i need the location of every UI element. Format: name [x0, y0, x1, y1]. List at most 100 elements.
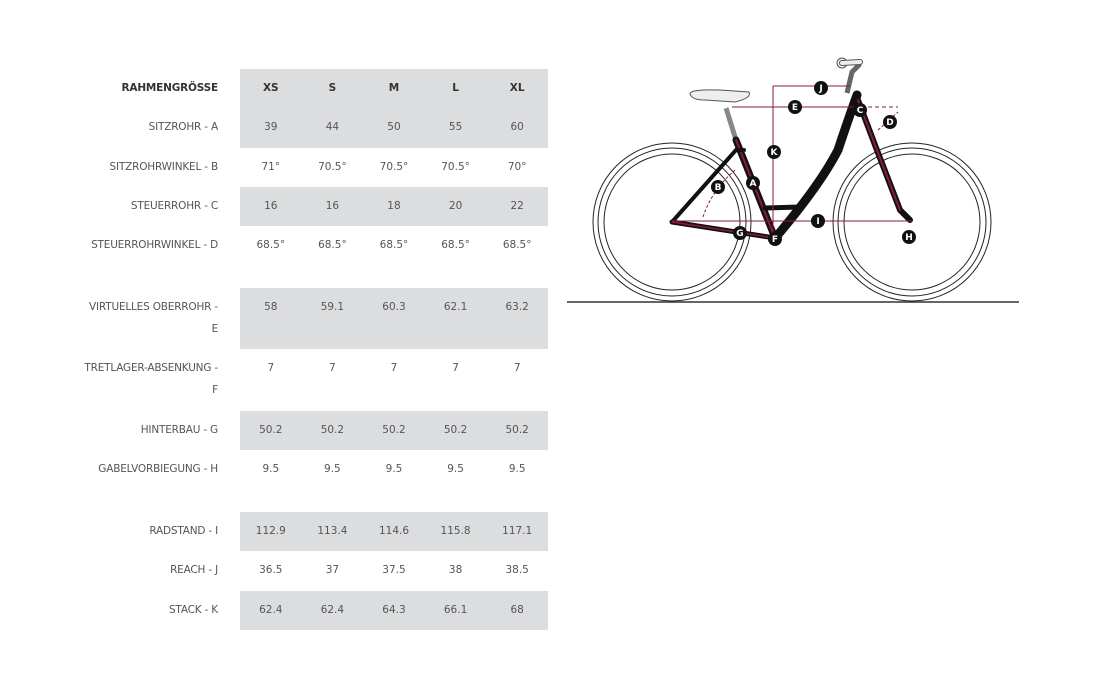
table-row: HINTERBAU - G 50.2 50.2 50.2 50.2 50.2: [80, 411, 548, 450]
row-label: RADSTAND - I: [149, 525, 218, 537]
row-label: HINTERBAU - G: [140, 424, 218, 436]
svg-text:G: G: [736, 229, 743, 239]
row-value: 68.5°: [318, 239, 347, 251]
row-value: 64.3: [382, 604, 406, 616]
row-value: 9.5: [508, 463, 526, 475]
header-label: RAHMENGRÖSSE: [121, 82, 219, 94]
size-header: S: [328, 82, 337, 94]
front-wheel: [832, 142, 992, 302]
row-value: 7: [390, 362, 398, 374]
row-value: 70°: [507, 161, 527, 173]
marker-b: B: [711, 180, 725, 194]
row-value: 20: [448, 200, 463, 212]
row-value: 68.5°: [441, 239, 470, 251]
marker-j: J: [814, 81, 828, 95]
row-value: 59.1: [320, 301, 345, 313]
stem: [844, 62, 862, 94]
table-row: VIRTUELLES OBERROHR - E 58 59.1 60.3 62.1 63.…: [80, 288, 548, 349]
geometry-table: RAHMENGRÖSSE XS S M L XL SITZROHR - A 39 4…: [80, 69, 548, 630]
row-value: 7: [513, 362, 521, 374]
row-value: 112.9: [255, 525, 286, 537]
row-value: 9.5: [262, 463, 280, 475]
row-label: SITZROHRWINKEL - B: [109, 161, 219, 173]
svg-text:E: E: [792, 103, 798, 113]
table-row: GABELVORBIEGUNG - H 9.5 9.5 9.5 9.5 9.5: [80, 450, 548, 512]
size-header: M: [388, 82, 400, 94]
row-value: 38: [448, 564, 463, 576]
marker-h: H: [902, 230, 916, 244]
row-value: 16: [325, 200, 340, 212]
row-label: STEUERROHR - C: [130, 200, 218, 212]
row-value: 68.5°: [379, 239, 409, 251]
row-value: 60: [510, 121, 524, 133]
svg-text:D: D: [886, 118, 893, 128]
size-header: XS: [262, 82, 279, 94]
row-value: 16: [264, 200, 278, 212]
table-row: TRETLAGER-ABSENKUNG - F 7 7 7 7 7: [80, 349, 548, 411]
bike-geometry-diagram: A B C D E F G H I J K: [567, 57, 1019, 303]
row-value: 63.2: [505, 301, 529, 313]
svg-text:B: B: [715, 183, 722, 193]
svg-text:H: H: [905, 233, 913, 243]
row-value: 62.4: [259, 604, 283, 616]
row-value: 18: [387, 200, 401, 212]
row-value: 115.8: [440, 525, 471, 537]
frame: [669, 90, 913, 242]
row-value: 60.3: [382, 301, 406, 313]
row-value: 66.1: [443, 604, 468, 616]
row-value: 70.5°: [441, 161, 470, 173]
row-value: 50.2: [505, 424, 529, 436]
svg-text:J: J: [818, 84, 822, 94]
diagram-markers: A B C D E F G H I J K: [711, 81, 916, 246]
marker-d: D: [883, 115, 897, 129]
marker-f: F: [768, 232, 782, 246]
row-value: 36.5: [259, 564, 283, 576]
row-value: 9.5: [385, 463, 403, 475]
row-value: 7: [329, 362, 336, 374]
table-row: REACH - J 36.5 37 37.5 38 38.5: [80, 551, 548, 591]
row-value: 113.4: [317, 525, 348, 537]
row-value: 50.2: [259, 424, 283, 436]
row-value: 50.2: [320, 424, 345, 436]
row-value: 68.5°: [502, 239, 532, 251]
svg-text:K: K: [771, 148, 779, 158]
row-label: REACH - J: [170, 564, 218, 576]
row-value: 70.5°: [318, 161, 347, 173]
row-value: 7: [267, 362, 275, 374]
marker-c: C: [853, 103, 867, 117]
marker-k: K: [767, 145, 781, 159]
row-value: 55: [448, 121, 463, 133]
row-value: 37.5: [382, 564, 406, 576]
marker-e: E: [788, 100, 802, 114]
row-value: 62.4: [320, 604, 345, 616]
svg-text:C: C: [857, 106, 864, 116]
table-row: SITZROHRWINKEL - B 71° 70.5° 70.5° 70.5° 70°: [80, 148, 548, 187]
marker-g: G: [733, 226, 747, 240]
row-value: 70.5°: [379, 161, 409, 173]
marker-a: A: [746, 176, 760, 190]
row-value: 39: [264, 121, 278, 133]
table-row: STACK - K 62.4 62.4 64.3 66.1 68: [80, 591, 548, 630]
seatpost: [723, 107, 739, 141]
row-value: 71°: [261, 161, 281, 173]
row-label: VIRTUELLES OBERROHR - E: [89, 301, 218, 335]
row-value: 37: [325, 564, 340, 576]
row-value: 114.6: [378, 525, 410, 537]
svg-text:I: I: [816, 217, 819, 227]
rear-wheel: [592, 142, 752, 302]
row-value: 50: [387, 121, 401, 133]
row-value: 68.5°: [256, 239, 286, 251]
row-value: 58: [264, 301, 278, 313]
row-value: 9.5: [324, 463, 341, 475]
row-value: 7: [452, 362, 459, 374]
row-value: 50.2: [443, 424, 468, 436]
marker-i: I: [811, 214, 825, 228]
size-header: XL: [509, 82, 525, 94]
row-value: 68: [510, 604, 524, 616]
row-value: 117.1: [502, 525, 533, 537]
row-label: GABELVORBIEGUNG - H: [98, 463, 218, 475]
size-header: L: [452, 82, 459, 94]
row-value: 9.5: [447, 463, 464, 475]
saddle: [689, 89, 750, 103]
row-label: STEUERROHRWINKEL - D: [91, 239, 218, 251]
